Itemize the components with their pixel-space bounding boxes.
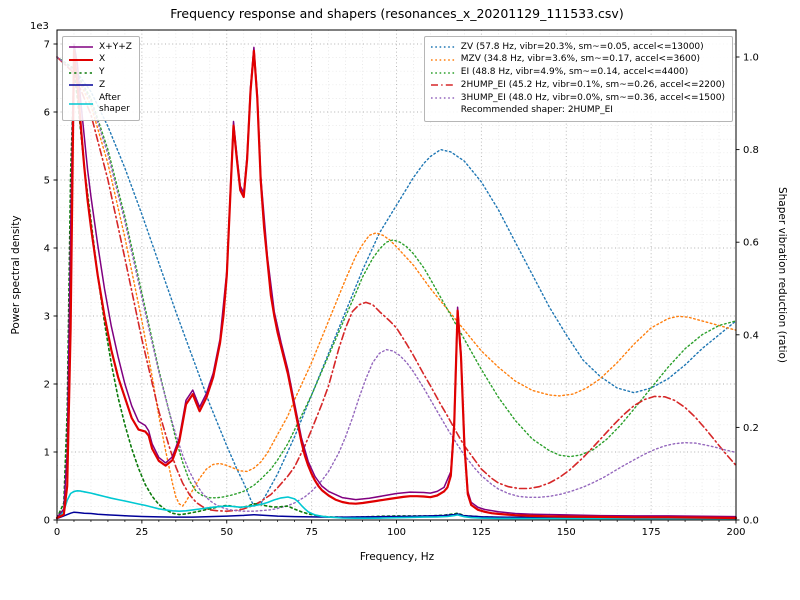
series-2hump-ei xyxy=(56,56,737,512)
x-tick-label: 150 xyxy=(557,527,576,538)
x-tick-label: 0 xyxy=(54,527,60,538)
legend-item-after-shaper: After shaper xyxy=(68,93,132,116)
y-left-tick-label: 6 xyxy=(44,108,50,119)
recommended-shaper-text: Recommended shaper: 2HUMP_EI xyxy=(460,105,613,116)
legend-item-zv: ZV (57.8 Hz, vibr=20.3%, sm~=0.05, accel… xyxy=(430,42,725,53)
legend-label-x: X xyxy=(99,54,106,65)
legend-line-sample-x-y-z xyxy=(69,46,93,48)
legend-sample-spacer xyxy=(430,110,456,111)
legend-item-x: X xyxy=(68,54,132,65)
legend-item-ei: EI (48.8 Hz, vibr=4.9%, sm~=0.14, accel<… xyxy=(430,67,725,78)
y-right-tick-label: 0.0 xyxy=(743,516,759,527)
x-tick-label: 50 xyxy=(220,527,233,538)
series-x xyxy=(55,49,738,520)
series-3hump-ei xyxy=(56,56,737,512)
legend-psd: X+Y+Z X Y Z After shaper xyxy=(62,36,140,121)
legend-item-recommended-shaper: Recommended shaper: 2HUMP_EI xyxy=(430,105,725,116)
legend-label-x-y-z: X+Y+Z xyxy=(99,41,132,52)
y-axis-offset-text: 1e3 xyxy=(30,21,49,32)
legend-item-2hump-ei: 2HUMP_EI (45.2 Hz, vibr=0.1%, sm~=0.26, … xyxy=(430,80,725,91)
series-zv xyxy=(56,56,737,507)
y-left-tick-label: 1 xyxy=(44,448,50,459)
legend-label-zv: ZV (57.8 Hz, vibr=20.3%, sm~=0.05, accel… xyxy=(460,41,704,52)
y-axis-label-left: Power spectral density xyxy=(10,215,22,335)
legend-item-3hump-ei: 3HUMP_EI (48.0 Hz, vibr=0.0%, sm~=0.36, … xyxy=(430,93,725,104)
legend-item-mzv: MZV (34.8 Hz, vibr=3.6%, sm~=0.17, accel… xyxy=(430,54,725,65)
series-z xyxy=(56,511,737,520)
x-tick-label: 25 xyxy=(136,527,149,538)
legend-line-sample-2hump-ei xyxy=(430,84,455,87)
y-left-tick-label: 0 xyxy=(44,516,50,527)
legend-line-sample-zv xyxy=(430,46,455,48)
legend-item-z: Z xyxy=(68,80,132,91)
legend-item-y: Y xyxy=(68,67,132,78)
x-tick-label: 175 xyxy=(642,527,661,538)
legend-line-sample-y xyxy=(69,71,93,74)
legend-label-y: Y xyxy=(99,67,105,77)
x-tick-label: 200 xyxy=(726,527,745,538)
y-right-tick-label: 0.2 xyxy=(743,423,759,434)
legend-label-mzv: MZV (34.8 Hz, vibr=3.6%, sm~=0.17, accel… xyxy=(460,54,700,65)
legend-line-sample-x xyxy=(69,58,93,61)
x-tick-label: 100 xyxy=(387,527,406,538)
y-right-tick-label: 0.6 xyxy=(743,238,759,249)
x-tick-label: 125 xyxy=(472,527,491,538)
legend-line-sample-z xyxy=(69,84,93,87)
legend-line-sample-ei xyxy=(430,71,455,74)
y-right-tick-label: 1.0 xyxy=(743,53,759,64)
legend-label-3hump-ei: 3HUMP_EI (48.0 Hz, vibr=0.0%, sm~=0.36, … xyxy=(460,92,725,103)
x-tick-label: 75 xyxy=(305,527,318,538)
series-mzv xyxy=(56,56,737,507)
legend-line-sample-mzv xyxy=(430,59,455,61)
y-left-tick-label: 3 xyxy=(44,312,50,323)
legend-shapers: ZV (57.8 Hz, vibr=20.3%, sm~=0.05, accel… xyxy=(423,36,733,122)
x-axis-label: Frequency, Hz xyxy=(359,551,435,563)
legend-line-sample-after-shaper xyxy=(69,102,93,105)
legend-line-sample-3hump-ei xyxy=(430,97,455,99)
series-ei xyxy=(56,56,737,499)
y-axis-label-right: Shaper vibration reduction (ratio) xyxy=(776,186,788,364)
y-right-tick-label: 0.4 xyxy=(743,330,759,341)
y-right-tick-label: 0.8 xyxy=(743,145,759,156)
y-left-tick-label: 4 xyxy=(44,244,50,255)
series-after-shaper xyxy=(56,490,737,520)
legend-label-2hump-ei: 2HUMP_EI (45.2 Hz, vibr=0.1%, sm~=0.26, … xyxy=(460,79,725,90)
y-left-tick-label: 2 xyxy=(44,380,50,391)
chart-title: Frequency response and shapers (resonanc… xyxy=(170,6,624,21)
y-left-tick-label: 5 xyxy=(44,176,50,187)
legend-label-z: Z xyxy=(99,79,106,90)
legend-item-x-y-z: X+Y+Z xyxy=(68,42,132,53)
legend-label-ei: EI (48.8 Hz, vibr=4.9%, sm~=0.14, accel<… xyxy=(460,67,689,77)
legend-label-after-shaper: After shaper xyxy=(99,92,130,114)
y-left-tick-label: 7 xyxy=(44,40,50,51)
